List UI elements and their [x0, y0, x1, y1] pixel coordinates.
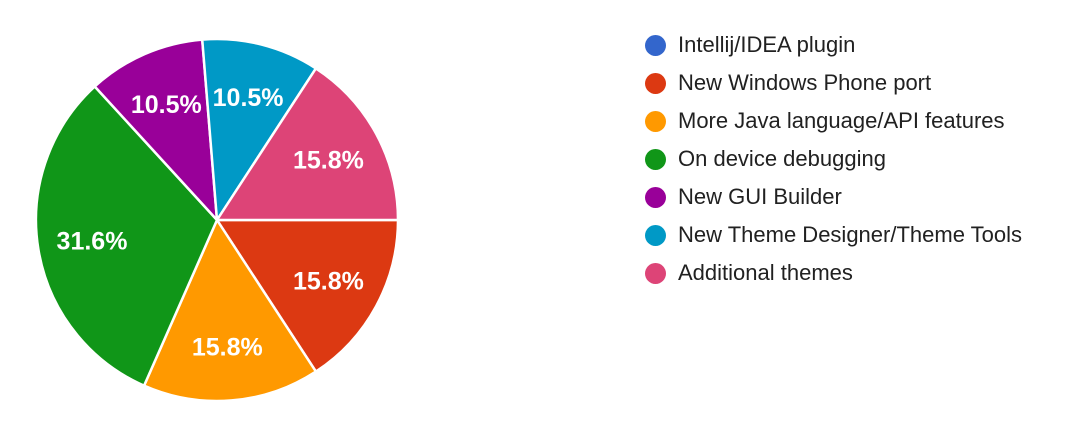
- legend-item-additional-themes: Additional themes: [645, 262, 1022, 284]
- pie-slice-more-java-language-api-features[interactable]: [142, 218, 318, 403]
- legend-label-on-device-debugging: On device debugging: [678, 146, 886, 171]
- legend-item-intellij-idea-plugin: Intellij/IDEA plugin: [645, 34, 1022, 56]
- pie-slice-new-windows-phone-port[interactable]: [215, 218, 400, 373]
- pie-slice-label-more-java-language-api-features: 15.8%: [192, 333, 263, 361]
- pie-slice-new-theme-designer-theme-tools[interactable]: [200, 37, 318, 222]
- legend-item-new-windows-phone-port: New Windows Phone port: [645, 72, 1022, 94]
- pie-slice-label-new-gui-builder: 10.5%: [131, 91, 202, 119]
- chart-legend: Intellij/IDEA plugin New Windows Phone po…: [645, 34, 1022, 284]
- legend-label-new-theme-designer-theme-tools: New Theme Designer/Theme Tools: [678, 222, 1023, 247]
- legend-swatch-additional-themes: [645, 262, 666, 284]
- legend-label-more-java-language-api-features: More Java language/API features: [678, 108, 1005, 133]
- legend-label-intellij-idea-plugin: Intellij/IDEA plugin: [678, 32, 856, 57]
- pie-slice-label-new-windows-phone-port: 15.8%: [293, 267, 364, 295]
- legend-item-new-gui-builder: New GUI Builder: [645, 186, 1022, 208]
- legend-swatch-new-windows-phone-port: [645, 72, 666, 94]
- pie-slice-on-device-debugging[interactable]: [34, 85, 219, 387]
- legend-swatch-new-gui-builder: [645, 186, 666, 208]
- legend-swatch-on-device-debugging: [645, 148, 666, 170]
- legend-item-new-theme-designer-theme-tools: New Theme Designer/Theme Tools: [645, 224, 1022, 246]
- pie-chart: 15.8% 15.8% 31.6% 10.5% 10.5% 15.8%: [34, 37, 400, 403]
- legend-item-on-device-debugging: On device debugging: [645, 148, 1022, 170]
- legend-label-additional-themes: Additional themes: [678, 260, 853, 285]
- legend-item-more-java-language-api-features: More Java language/API features: [645, 110, 1022, 132]
- legend-swatch-more-java-language-api-features: [645, 110, 666, 132]
- pie-slice-label-on-device-debugging: 31.6%: [57, 228, 128, 256]
- pie-slice-additional-themes[interactable]: [215, 67, 400, 222]
- legend-label-new-windows-phone-port: New Windows Phone port: [678, 70, 932, 95]
- legend-swatch-new-theme-designer-theme-tools: [645, 224, 666, 246]
- pie-slice-label-additional-themes: 15.8%: [293, 147, 364, 175]
- pie-slice-label-new-theme-designer-theme-tools: 10.5%: [213, 84, 284, 112]
- legend-label-new-gui-builder: New GUI Builder: [678, 184, 842, 209]
- pie-slice-new-gui-builder[interactable]: [93, 38, 219, 222]
- legend-swatch-intellij-idea-plugin: [645, 34, 666, 56]
